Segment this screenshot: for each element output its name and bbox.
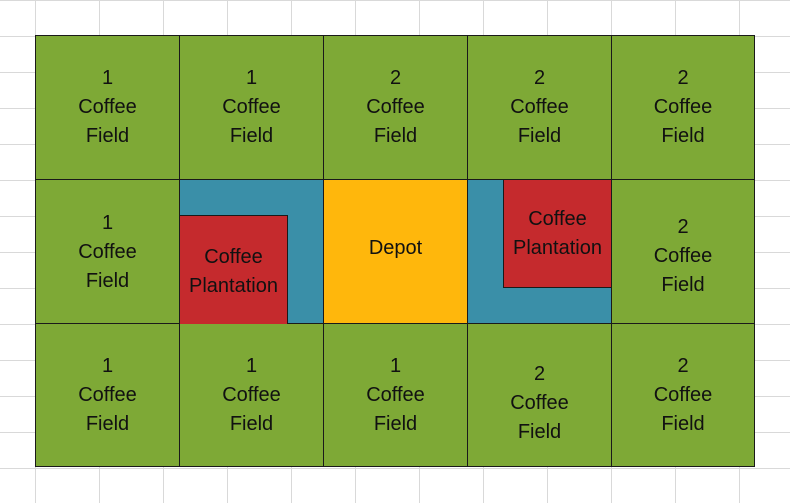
coffee-map-grid: 1 Coffee Field 1 Coffee Field 2 Coffee F…	[35, 35, 755, 467]
coffee-field-r1c3: 2 Coffee Field	[324, 36, 468, 180]
field-label-line2: Field	[373, 412, 418, 435]
field-label-line1: Coffee	[222, 383, 281, 406]
field-number: 1	[245, 354, 258, 377]
field-label-line2: Field	[373, 125, 418, 147]
field-number: 1	[101, 67, 114, 89]
field-label-line1: Coffee	[653, 96, 713, 118]
field-label-line1: Coffee	[510, 96, 569, 118]
field-number: 2	[677, 354, 689, 377]
field-number: 1	[101, 354, 114, 377]
depot-label: Depot	[368, 237, 423, 259]
field-label-line1: Coffee	[366, 383, 425, 406]
plantation-label-line1: Coffee	[204, 246, 263, 268]
field-label-line2: Field	[85, 412, 130, 435]
field-number: 1	[245, 67, 258, 89]
field-label-line2: Field	[229, 412, 274, 435]
field-label-line2: Field	[229, 125, 274, 147]
field-number: 1	[389, 354, 402, 377]
field-label-line1: Coffee	[510, 391, 569, 414]
field-label-line2: Field	[661, 274, 705, 296]
coffee-field-r3c5: 2 Coffee Field	[612, 324, 755, 467]
field-label-line1: Coffee	[653, 245, 713, 267]
field-label-line2: Field	[517, 125, 562, 147]
field-label-line1: Coffee	[78, 96, 137, 118]
plantation-label-line2: Plantation	[513, 236, 602, 259]
field-label-line1: Coffee	[222, 96, 281, 118]
field-label-line1: Coffee	[653, 383, 713, 406]
field-number: 2	[533, 67, 546, 89]
field-label-line2: Field	[85, 270, 130, 292]
coffee-field-r2c1: 1 Coffee Field	[36, 180, 180, 324]
coffee-field-r2c5: 2 Coffee Field	[612, 180, 755, 324]
coffee-field-r1c4: 2 Coffee Field	[468, 36, 612, 180]
coffee-field-r1c2: 1 Coffee Field	[180, 36, 324, 180]
coffee-field-r3c4: 2 Coffee Field	[468, 324, 612, 467]
field-label-line2: Field	[661, 125, 705, 147]
coffee-field-r1c1: 1 Coffee Field	[36, 36, 180, 180]
field-number: 2	[677, 216, 689, 238]
coffee-field-r3c2: 1 Coffee Field	[180, 324, 324, 467]
field-number: 2	[533, 362, 546, 385]
field-label-line2: Field	[517, 420, 562, 443]
field-label-line1: Coffee	[78, 383, 137, 406]
field-number: 2	[389, 67, 402, 89]
field-label-line2: Field	[661, 412, 705, 435]
coffee-field-r3c3: 1 Coffee Field	[324, 324, 468, 467]
plantation-label-line1: Coffee	[528, 207, 587, 230]
coffee-field-r1c5: 2 Coffee Field	[612, 36, 755, 180]
coffee-plantation-right: Coffee Plantation	[503, 180, 612, 288]
field-label-line1: Coffee	[366, 96, 425, 118]
field-label-line1: Coffee	[78, 241, 137, 263]
field-number: 1	[101, 212, 114, 234]
field-label-line2: Field	[85, 125, 130, 147]
coffee-plantation-left: Coffee Plantation	[180, 215, 288, 324]
plantation-label-line2: Plantation	[189, 275, 278, 297]
field-number: 2	[677, 67, 689, 89]
coffee-field-r3c1: 1 Coffee Field	[36, 324, 180, 467]
depot: Depot	[324, 180, 468, 324]
